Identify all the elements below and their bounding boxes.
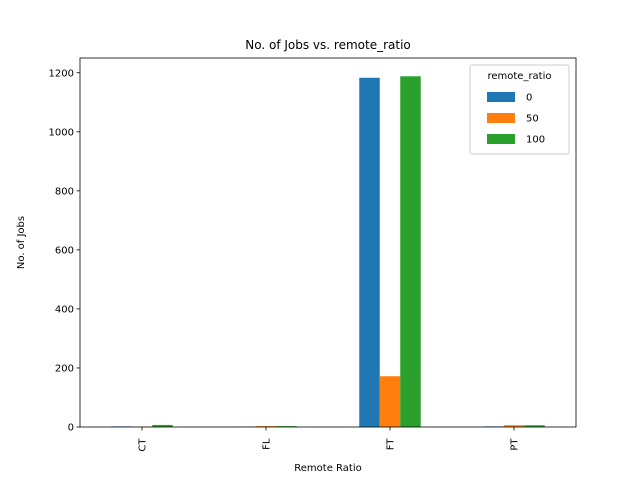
- legend-label-100: 100: [526, 135, 545, 146]
- x-tick-label-CT: CT: [138, 438, 149, 452]
- legend-label-0: 0: [526, 93, 532, 104]
- x-tick-label-FL: FL: [262, 438, 273, 450]
- x-axis: CT FL FT PT: [138, 427, 521, 452]
- bar-FT-0: [359, 77, 380, 427]
- x-axis-label: Remote Ratio: [294, 463, 361, 474]
- bar-CT-100: [152, 424, 173, 427]
- y-tick-label-600: 600: [55, 245, 74, 256]
- bars-group: [111, 76, 545, 428]
- legend-frame: [469, 64, 570, 155]
- legend-swatch-0: [487, 92, 515, 102]
- x-tick-label-PT: PT: [510, 438, 521, 451]
- bar-FL-100: [276, 426, 297, 427]
- y-tick-label-800: 800: [55, 186, 74, 197]
- chart-title: No. of Jobs vs. remote_ratio: [245, 38, 411, 52]
- y-tick-label-200: 200: [55, 363, 74, 374]
- legend-title: remote_ratio: [487, 71, 551, 82]
- x-tick-label-FT: FT: [386, 438, 397, 451]
- bar-FT-100: [400, 76, 421, 428]
- y-tick-label-0: 0: [68, 423, 74, 434]
- bar-FL-50: [255, 426, 277, 427]
- y-axis: 0 200 400 600 800 1000 1200: [49, 68, 80, 434]
- bar-PT-100: [524, 425, 545, 427]
- plot-frame: [79, 57, 577, 428]
- legend-swatch-100: [487, 134, 515, 144]
- y-tick-label-1200: 1200: [49, 68, 74, 79]
- y-tick-label-400: 400: [55, 304, 74, 315]
- legend-label-50: 50: [526, 114, 539, 125]
- legend: remote_ratio 0 50 100: [469, 64, 570, 155]
- bar-FT-50: [379, 376, 401, 427]
- bar-PT-50: [503, 425, 525, 427]
- y-tick-label-1000: 1000: [49, 127, 74, 138]
- legend-swatch-50: [487, 113, 515, 123]
- y-axis-label: No. of Jobs: [16, 216, 27, 269]
